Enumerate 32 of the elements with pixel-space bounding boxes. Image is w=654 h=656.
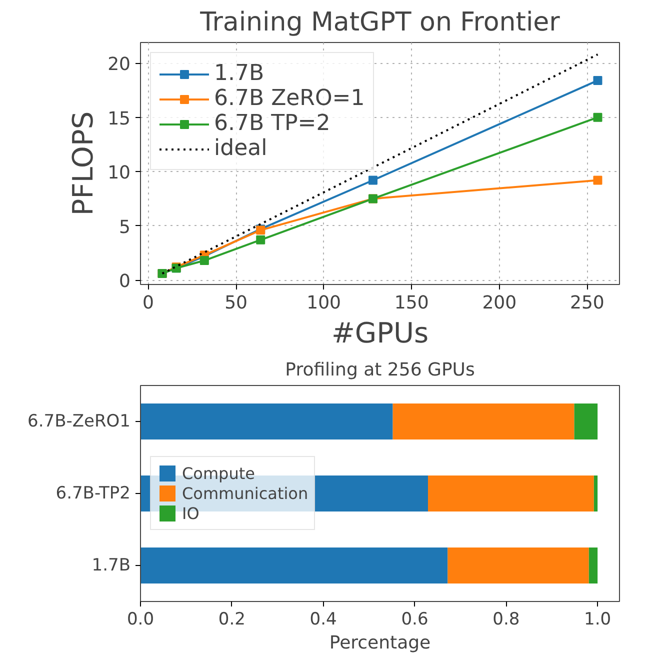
x-axis-title: #GPUs bbox=[331, 316, 429, 350]
legend-label: 6.7B TP=2 bbox=[214, 111, 330, 136]
y-tick-label: 15 bbox=[108, 108, 130, 130]
x-tick-label: 0.6 bbox=[401, 610, 428, 630]
chart-title: Profiling at 256 GPUs bbox=[285, 360, 475, 380]
legend-label: 6.7B ZeRO=1 bbox=[214, 86, 365, 111]
x-tick-label: 0 bbox=[142, 292, 154, 314]
legend-label: Communication bbox=[182, 483, 308, 503]
legend-label: ideal bbox=[214, 136, 268, 161]
legend-label: Compute bbox=[182, 463, 255, 483]
x-tick-label: 150 bbox=[394, 292, 429, 314]
y-tick-label: 5 bbox=[119, 216, 130, 238]
y-tick-label: 6.7B-TP2 bbox=[56, 484, 131, 504]
y-tick-label: 10 bbox=[108, 162, 130, 184]
x-tick-label: 0.2 bbox=[218, 610, 246, 630]
y-tick-label: 20 bbox=[108, 54, 130, 76]
x-tick-label: 0.8 bbox=[492, 610, 520, 630]
y-axis-title: PFLOPS bbox=[66, 111, 100, 216]
x-tick-label: 50 bbox=[224, 292, 248, 314]
y-tick-label: 0 bbox=[119, 271, 130, 292]
x-tick-label: 0.0 bbox=[126, 610, 154, 630]
legend-label: 1.7B bbox=[214, 61, 264, 86]
x-axis-title: Percentage bbox=[329, 632, 431, 654]
y-tick-label: 1.7B bbox=[92, 556, 131, 576]
chart-title: Training MatGPT on Frontier bbox=[199, 8, 560, 38]
x-tick-label: 1.0 bbox=[584, 610, 612, 630]
legend-label: IO bbox=[182, 503, 200, 523]
y-tick-label: 6.7B-ZeRO1 bbox=[28, 412, 131, 432]
x-tick-label: 200 bbox=[482, 292, 517, 314]
x-tick-label: 250 bbox=[570, 292, 604, 314]
x-tick-label: 100 bbox=[306, 292, 341, 314]
x-tick-label: 0.4 bbox=[310, 610, 337, 630]
